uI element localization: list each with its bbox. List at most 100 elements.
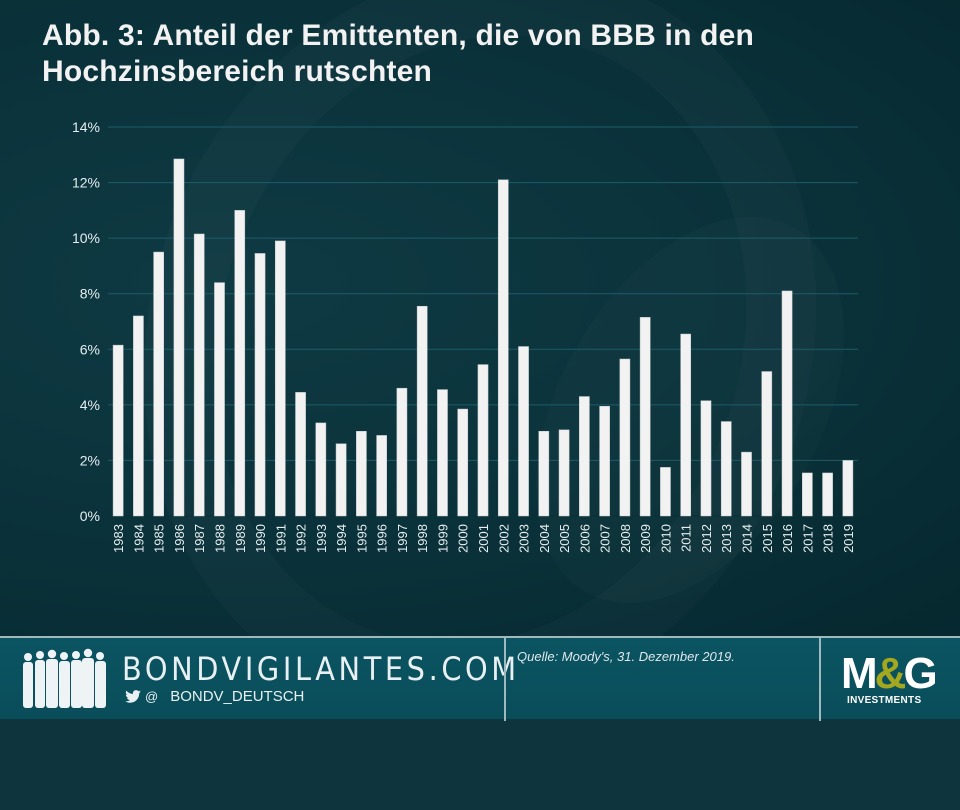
x-tick-label: 2019 xyxy=(841,524,856,553)
x-tick-label: 1996 xyxy=(375,524,390,553)
x-tick-label: 2004 xyxy=(537,524,552,553)
bar-2003 xyxy=(518,346,529,517)
x-tick-label: 2007 xyxy=(598,524,613,553)
bar-2001 xyxy=(477,364,489,517)
bar-2014 xyxy=(741,451,752,517)
bar-2012 xyxy=(700,400,712,517)
y-tick-label: 12% xyxy=(72,175,100,191)
bar-2006 xyxy=(579,396,590,517)
x-tick-label: 1995 xyxy=(354,524,369,553)
bar-2011 xyxy=(680,333,692,517)
mg-investments-logo: M&G INVESTMENTS xyxy=(837,652,949,710)
bar-2013 xyxy=(720,421,732,517)
x-tick-label: 2001 xyxy=(476,524,491,553)
x-tick-label: 1985 xyxy=(152,524,167,553)
at-symbol: @ xyxy=(145,689,159,704)
x-tick-label: 2002 xyxy=(496,524,511,553)
x-tick-label: 2000 xyxy=(456,524,471,553)
x-tick-label: 2008 xyxy=(618,524,633,553)
logo-ampersand: & xyxy=(874,649,907,698)
x-tick-label: 2012 xyxy=(699,524,714,553)
y-tick-label: 14% xyxy=(72,119,100,135)
y-tick-label: 10% xyxy=(72,230,100,246)
bar-1983 xyxy=(112,344,124,517)
bar-1993 xyxy=(315,422,327,517)
x-tick-label: 1987 xyxy=(192,524,207,553)
x-tick-label: 1994 xyxy=(334,524,349,553)
x-tick-label: 2011 xyxy=(679,524,694,552)
twitter-handle[interactable]: @ BONDV_DEUTSCH xyxy=(125,688,304,705)
bar-2005 xyxy=(558,429,570,517)
people-silhouettes-icon xyxy=(23,648,106,708)
x-tick-label: 2005 xyxy=(557,524,572,553)
footer: BONDVIGILANTES.COM @ BONDV_DEUTSCH Quell… xyxy=(0,636,960,721)
x-tick-label: 2013 xyxy=(719,524,734,553)
x-tick-label: 1986 xyxy=(172,524,187,553)
bar-1991 xyxy=(274,240,286,517)
chart-title: Abb. 3: Anteil der Emittenten, die von B… xyxy=(42,19,755,88)
x-tick-label: 1991 xyxy=(273,524,288,553)
y-axis-ticks: 0% 2% 4% 6% 8% 10% 12% 14% xyxy=(72,119,100,524)
bar-1998 xyxy=(416,305,428,517)
bar-1985 xyxy=(153,251,164,517)
bar-1994 xyxy=(335,443,347,517)
bar-1986 xyxy=(173,158,185,517)
x-tick-label: 2014 xyxy=(740,524,755,553)
y-tick-label: 2% xyxy=(80,452,100,468)
bar-2007 xyxy=(599,405,610,517)
x-tick-label: 1983 xyxy=(111,524,126,553)
x-tick-label: 1999 xyxy=(435,524,450,553)
site-name[interactable]: BONDVIGILANTES.COM xyxy=(122,650,520,688)
y-tick-label: 6% xyxy=(80,341,100,357)
x-axis-ticks: 1983 1984 1985 1986 1987 1988 1989 1990 1991 1992… xyxy=(111,524,856,553)
x-tick-label: 2017 xyxy=(800,524,815,553)
gridlines xyxy=(108,126,858,517)
bar-1990 xyxy=(254,253,266,517)
x-tick-label: 1984 xyxy=(131,524,146,553)
x-tick-label: 1990 xyxy=(253,524,268,553)
bar-1989 xyxy=(234,210,246,517)
bar-1988 xyxy=(214,282,225,517)
bar-2018 xyxy=(822,472,833,517)
x-tick-label: 2015 xyxy=(760,524,775,553)
source-note: Quelle: Moody's, 31. Dezember 2019. xyxy=(517,649,735,664)
bar-2010 xyxy=(660,467,671,517)
logo-subtitle: INVESTMENTS xyxy=(847,695,922,706)
x-tick-label: 2010 xyxy=(658,524,673,553)
twitter-bird-icon xyxy=(125,690,141,703)
bar-2008 xyxy=(619,358,631,517)
bar-1984 xyxy=(133,315,144,517)
x-tick-label: 2003 xyxy=(517,524,532,553)
bar-1992 xyxy=(295,392,306,517)
bar-1996 xyxy=(376,435,387,517)
logo-g: G xyxy=(903,649,937,698)
x-tick-label: 1993 xyxy=(314,524,329,553)
bar-2000 xyxy=(457,408,469,517)
x-tick-label: 2018 xyxy=(821,524,836,553)
bar-1999 xyxy=(437,389,448,517)
bar-1995 xyxy=(356,431,367,517)
bar-1987 xyxy=(193,233,205,517)
y-tick-label: 8% xyxy=(80,286,100,302)
x-tick-label: 2006 xyxy=(577,524,592,553)
bar-2016 xyxy=(781,290,793,517)
bar-chart: 0% 2% 4% 6% 8% 10% 12% 14% 1983 1984 1985 1986 1987… xyxy=(72,119,858,553)
bar-2019 xyxy=(842,460,854,517)
y-tick-label: 0% xyxy=(80,508,100,524)
twitter-handle-text: BONDV_DEUTSCH xyxy=(170,688,305,705)
x-tick-label: 1989 xyxy=(233,524,248,553)
x-tick-label: 2009 xyxy=(638,524,653,553)
y-tick-label: 4% xyxy=(80,397,100,413)
x-tick-label: 1997 xyxy=(395,524,410,553)
x-tick-label: 2016 xyxy=(780,524,795,553)
bar-2004 xyxy=(538,431,550,517)
footer-divider xyxy=(504,638,506,721)
bars xyxy=(112,158,854,517)
bar-2015 xyxy=(761,371,773,517)
bar-2017 xyxy=(802,472,813,517)
logo-m: M xyxy=(841,649,878,698)
x-tick-label: 1992 xyxy=(294,524,309,553)
footer-divider xyxy=(819,638,821,721)
x-tick-label: 1988 xyxy=(212,524,227,553)
bar-2009 xyxy=(639,317,651,517)
